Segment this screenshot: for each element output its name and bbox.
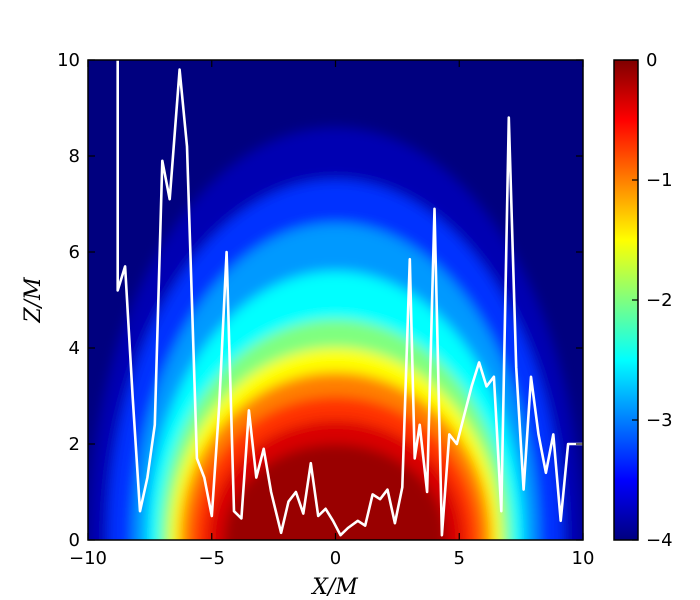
- x-tick-label: 0: [330, 548, 341, 569]
- y-tick-label: 10: [57, 50, 80, 71]
- heatmap-plot: −10 −5 0 5 10 0 2 4 6 8 10 X/M Z/M: [21, 50, 594, 600]
- y-axis-label: Z/M: [21, 277, 46, 324]
- y-tick-label: 4: [69, 338, 80, 359]
- y-tick-label: 6: [69, 242, 80, 263]
- x-tick-label: 10: [572, 548, 595, 569]
- y-tick-label: 8: [69, 146, 80, 167]
- y-axis-ticks: 0 2 4 6 8 10: [57, 50, 583, 551]
- x-axis-ticks: −10 −5 0 5 10: [69, 60, 594, 569]
- colorbar-tick-label: 0: [646, 50, 657, 71]
- colorbar-tick-label: −3: [646, 410, 673, 431]
- colorbar-tick-label: −4: [646, 530, 673, 551]
- x-tick-label: −5: [198, 548, 225, 569]
- heatmap-level-9: [224, 444, 447, 540]
- colorbar-tick-label: −1: [646, 170, 673, 191]
- colorbar-tick-label: −2: [646, 290, 673, 311]
- x-tick-label: −10: [69, 548, 107, 569]
- colorbar-ticks: 0 −1 −2 −3 −4: [632, 50, 673, 551]
- x-tick-label: 5: [454, 548, 465, 569]
- x-axis-label: X/M: [310, 575, 358, 600]
- colorbar: 0 −1 −2 −3 −4: [613, 50, 673, 551]
- y-tick-label: 2: [69, 434, 80, 455]
- overlay-line: [116, 60, 583, 537]
- overlay-line-group: [116, 60, 583, 537]
- y-tick-label: 0: [69, 530, 80, 551]
